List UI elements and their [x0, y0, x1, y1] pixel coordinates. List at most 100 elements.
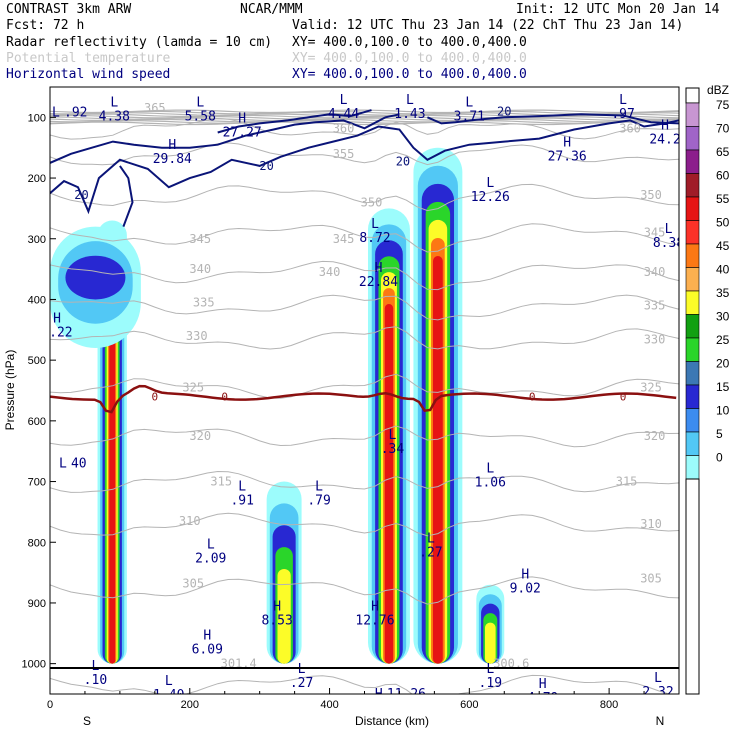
y-tick-label: 300: [28, 234, 46, 246]
extremum-type: H: [168, 138, 176, 153]
extremum-value: 1.06: [475, 476, 506, 491]
field-3-xy: XY= 400.0,100.0 to 400.0,400.0: [292, 67, 527, 82]
y-tick-label: 200: [28, 173, 46, 185]
theta-label: 340: [189, 262, 211, 276]
extremum-value: 27.36: [548, 150, 587, 165]
colorbar-cap: [685, 478, 700, 695]
extremum: H7.22: [50, 312, 73, 341]
y-axis-title: Pressure (hPa): [3, 350, 17, 431]
theta-label: 310: [179, 514, 201, 528]
extremum-type: L: [427, 531, 435, 546]
colorbar-label: 25: [716, 333, 730, 347]
theta-label: 310: [640, 517, 662, 531]
y-tick-label: 100: [28, 112, 46, 124]
extremum-type: L: [196, 95, 204, 110]
colorbar-swatch: [685, 196, 700, 221]
extremum-type: L: [110, 95, 118, 110]
storm-cell: [50, 226, 141, 349]
colorbar-swatch: [685, 220, 700, 245]
extremum-value: 22.84: [359, 275, 398, 290]
extremum: L .92: [52, 105, 87, 120]
theta-label: 355: [333, 147, 355, 161]
theta-label: 350: [361, 195, 383, 209]
extremum: L4.38: [99, 95, 130, 124]
extremum-type: L: [92, 659, 100, 674]
colorbar-label: 50: [716, 216, 730, 230]
extremum-type: L: [486, 176, 494, 191]
extremum-value: 1.40: [153, 688, 184, 703]
extremum-type: L: [165, 674, 173, 689]
colorbar-label: 20: [716, 357, 730, 371]
extremum: L2.09: [195, 537, 226, 566]
forecast-hour: Fcst: 72 h: [6, 18, 84, 33]
extremum-type: L: [465, 95, 473, 110]
extremum-value: .34: [381, 442, 405, 457]
extremum: H24.2: [649, 119, 680, 148]
theta-label: 360: [333, 121, 355, 135]
field-1-name: Radar reflectivity (lamda = 10 cm): [6, 35, 272, 50]
theta-label: 305: [182, 577, 204, 591]
colorbar-label: 40: [716, 263, 730, 277]
colorbar-swatch: [685, 126, 700, 151]
valid-time: Valid: 12 UTC Thu 23 Jan 14 (22 ChT Thu …: [292, 18, 683, 33]
field-2-xy: XY= 400.0,100.0 to 400.0,400.0: [292, 51, 527, 66]
extremum: H22.84: [359, 261, 398, 290]
colorbar-label: 55: [716, 192, 730, 206]
extremum: H27.36: [548, 136, 587, 165]
colorbar-unit: dBZ: [707, 83, 729, 97]
field-3-name: Horizontal wind speed: [6, 67, 170, 82]
extremum-type: H: [521, 568, 529, 583]
theta-label: 340: [644, 265, 666, 279]
extremum-value: .27: [419, 545, 442, 560]
extremum-type: L: [389, 428, 397, 443]
colorbar-cap: [685, 87, 700, 104]
y-tick-label: 1000: [22, 659, 46, 671]
extremum-type: L: [59, 456, 67, 471]
extremum: H8.53: [261, 599, 292, 628]
extremum-value: 4.79: [527, 691, 558, 706]
theta-contour: [50, 118, 679, 140]
extremum-type: L: [665, 222, 673, 237]
freezing-level-label: 0: [529, 391, 536, 404]
extremum: L2.32: [642, 671, 673, 694]
extremum-value: 8.38: [653, 236, 684, 251]
extremum-value: 4.38: [99, 109, 130, 124]
extremum-type: H: [563, 136, 571, 151]
extremum-type: H: [53, 312, 61, 327]
extremum-value: 8.53: [261, 613, 292, 628]
extremum-type: L: [315, 480, 323, 495]
theta-label: 335: [193, 295, 215, 309]
colorbar-swatch: [685, 173, 700, 198]
theta-label: 315: [616, 475, 638, 489]
theta-contour: [50, 326, 679, 350]
colorbar-swatch: [685, 267, 700, 292]
extremum-value: 12.76: [355, 613, 394, 628]
extremum-value: .27: [290, 676, 313, 691]
theta-label: 330: [644, 333, 666, 347]
theta-contour: [50, 674, 673, 694]
extremum-value: 4.44: [328, 107, 359, 122]
theta-contour: [50, 183, 679, 212]
theta-contour: [50, 121, 679, 126]
colorbar-swatch: [685, 149, 700, 174]
colorbar-label: 30: [716, 310, 730, 324]
colorbar-label: 60: [716, 169, 730, 183]
organization: NCAR/MMM: [240, 2, 303, 17]
extremum-value: 24.2: [649, 133, 680, 148]
extremum: L1.40: [153, 674, 184, 703]
reflectivity-band: [432, 256, 443, 664]
theta-label: 305: [640, 572, 662, 586]
colorbar-label: 35: [716, 286, 730, 300]
y-tick-label: 400: [28, 294, 46, 306]
extremum: H9.02: [510, 568, 541, 597]
theta-label: 330: [186, 329, 208, 343]
x-tick-label: 0: [47, 699, 53, 711]
extremum: L.19: [479, 662, 502, 691]
colorbar-swatch: [685, 243, 700, 268]
extremum-type: H: [371, 599, 379, 614]
wind-label: 20: [259, 159, 273, 173]
theta-label: 320: [644, 429, 666, 443]
extremum: L1.06: [475, 462, 506, 491]
